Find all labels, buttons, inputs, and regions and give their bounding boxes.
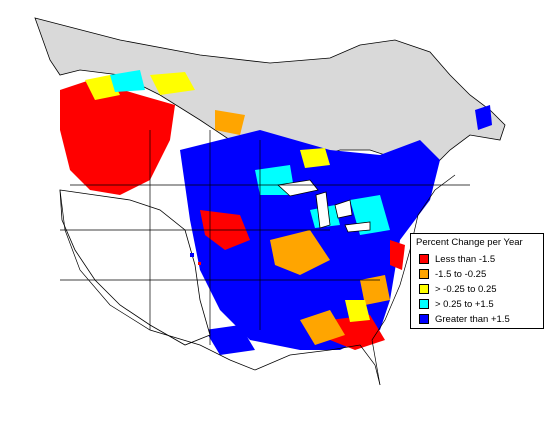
trend-region-orange xyxy=(215,110,390,345)
legend-item: > 0.25 to +1.5 xyxy=(419,298,494,310)
legend-swatch xyxy=(419,284,429,294)
legend-item: > -0.25 to 0.25 xyxy=(419,283,497,295)
legend-swatch xyxy=(419,254,429,264)
data-point xyxy=(190,253,194,257)
legend-title: Percent Change per Year xyxy=(416,237,523,248)
legend: Percent Change per Year Less than -1.5 -… xyxy=(410,233,544,329)
legend-label: -1.5 to -0.25 xyxy=(435,268,487,280)
legend-label: Less than -1.5 xyxy=(435,253,496,265)
legend-label: Greater than +1.5 xyxy=(435,313,510,325)
trend-region-red xyxy=(60,80,405,350)
legend-swatch xyxy=(419,299,429,309)
legend-label: > 0.25 to +1.5 xyxy=(435,298,494,310)
legend-swatch xyxy=(419,314,429,324)
boundary-lines xyxy=(59,130,470,386)
legend-item: Greater than +1.5 xyxy=(419,313,510,325)
data-point xyxy=(198,262,201,265)
legend-item: Less than -1.5 xyxy=(419,253,495,265)
legend-label: > -0.25 to 0.25 xyxy=(435,283,497,295)
trend-region-yellow xyxy=(85,72,370,322)
legend-item: -1.5 to -0.25 xyxy=(419,268,486,280)
legend-swatch xyxy=(419,269,429,279)
great-lakes xyxy=(277,179,371,233)
